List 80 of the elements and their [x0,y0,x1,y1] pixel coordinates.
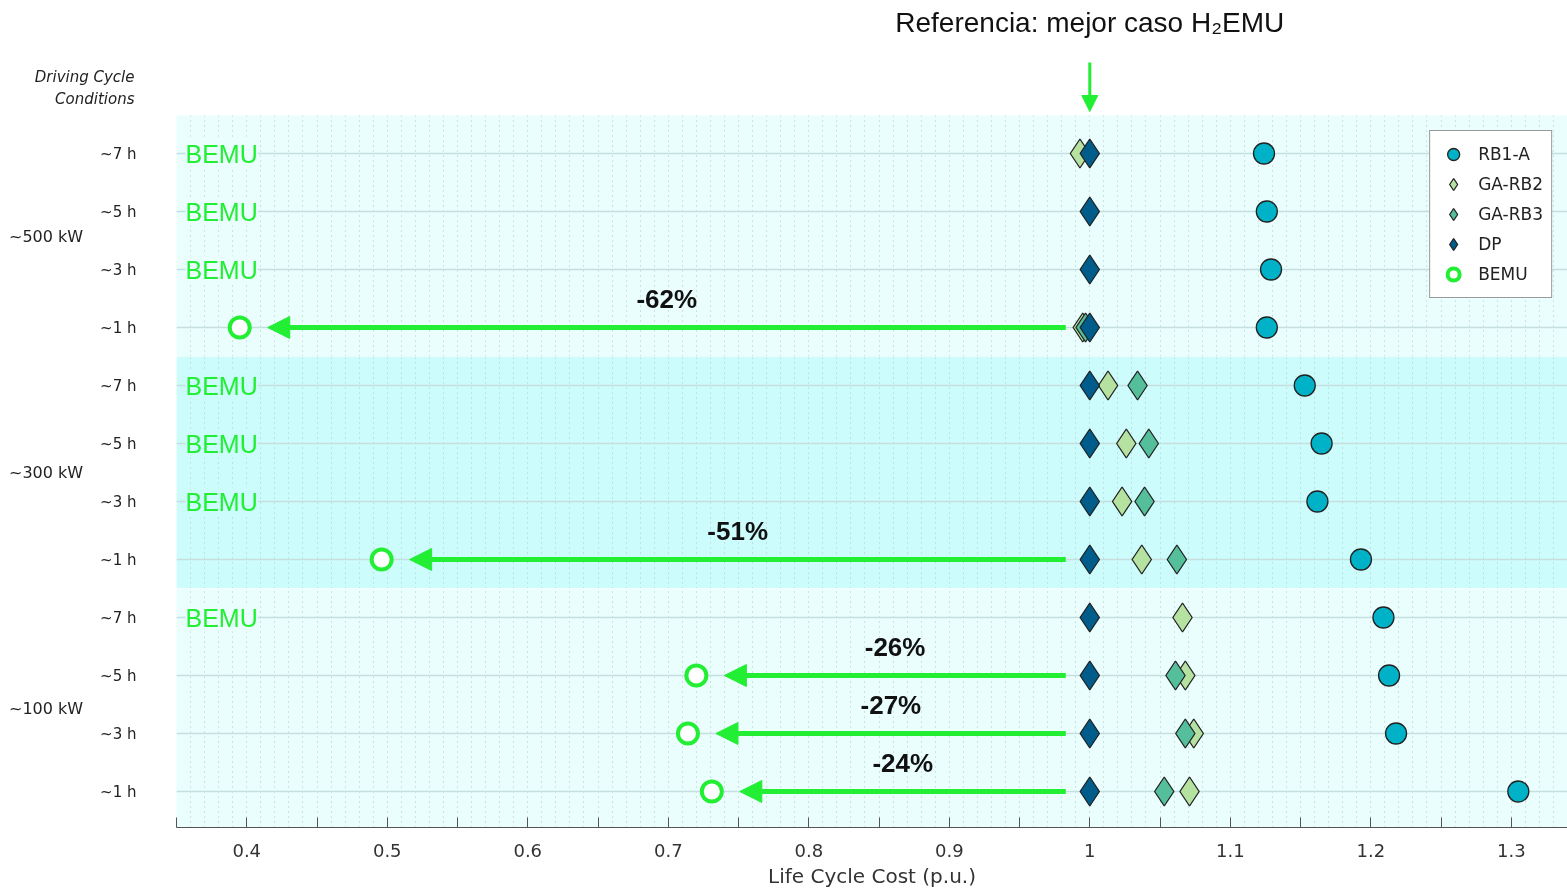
y-axis-title: ~500 kW [9,226,84,246]
y-tick-label: ~1 h [100,782,137,801]
point [1097,370,1119,401]
point [1138,428,1160,459]
x-tick-label: 1.2 [1356,839,1386,861]
point [369,547,394,572]
point [684,663,709,688]
legend-label: GA-RB2 [1478,174,1543,194]
annotation: -51% [707,515,769,546]
point [1079,776,1101,807]
x-tick-label: 0.6 [513,839,543,861]
point [1079,718,1101,749]
point [1255,200,1278,223]
point [675,721,700,746]
y-tick-label: ~3 h [100,260,137,279]
point [1079,254,1101,285]
y-axis-title: ~100 kW [9,698,84,718]
point [1131,544,1153,575]
annotation: BEMU [185,429,258,458]
legend-label: DP [1478,234,1502,254]
point [1293,374,1316,397]
annotation: BEMU [185,487,258,516]
y-tick-label: ~3 h [100,724,137,743]
annotation: BEMU [185,255,258,284]
y-tick-label: ~7 h [100,376,137,395]
legend-label: GA-RB3 [1478,204,1543,224]
legend-label: BEMU [1478,264,1528,284]
point [1079,312,1101,343]
point [1079,486,1101,517]
y-axis-title: ~300 kW [9,463,84,482]
y-tick-label: ~1 h [100,550,137,569]
point [1079,428,1101,459]
annotation: BEMU [185,371,258,400]
point [1079,602,1101,633]
point [1111,486,1133,517]
point [1306,490,1329,513]
point [227,315,252,340]
legend-label: RB1-A [1478,144,1530,164]
point [1372,606,1395,629]
x-tick-label: 0.4 [232,839,262,861]
point [1166,544,1188,575]
point [1079,370,1101,401]
annotation: -26% [864,631,926,662]
point [1259,258,1283,281]
point [699,779,724,804]
x-tick-label: 0.5 [372,839,402,861]
y-tick-label: ~7 h [100,144,137,163]
text: Driving Cycle Conditions [34,68,135,108]
point [1507,780,1530,803]
point [1079,660,1101,691]
point [1384,722,1408,745]
point [1377,664,1401,687]
x-tick-label: 1.1 [1215,839,1245,861]
annotation: BEMU [185,603,258,632]
annotation: BEMU [185,139,258,168]
y-tick-label: ~5 h [100,666,137,685]
x-tick-label: 1 [1084,839,1096,861]
x-axis-title: Life Cycle Cost (p.u.) [768,863,976,888]
point [1079,138,1101,169]
point [1079,544,1101,575]
y-tick-label: ~1 h [100,318,137,337]
point [1252,142,1276,165]
x-tick-label: 1.3 [1496,839,1526,861]
x-tick-label: 0.8 [794,839,824,861]
annotation: -62% [636,283,698,314]
x-tick-label: 0.7 [653,839,683,861]
point [1079,196,1101,227]
y-tick-label: ~7 h [100,608,137,627]
annotation: -27% [860,689,922,720]
annotation: -24% [872,747,934,778]
point [1349,548,1373,571]
y-tick-label: ~5 h [100,202,137,221]
y-tick-label: ~3 h [100,492,137,511]
annotation: BEMU [185,197,258,226]
x-tick-label: 0.9 [934,839,964,861]
text: Referencia: mejor caso H₂EMU [895,7,1285,38]
y-tick-label: ~5 h [100,434,137,453]
point [1310,432,1333,455]
point [1153,776,1175,807]
point [1255,316,1278,339]
